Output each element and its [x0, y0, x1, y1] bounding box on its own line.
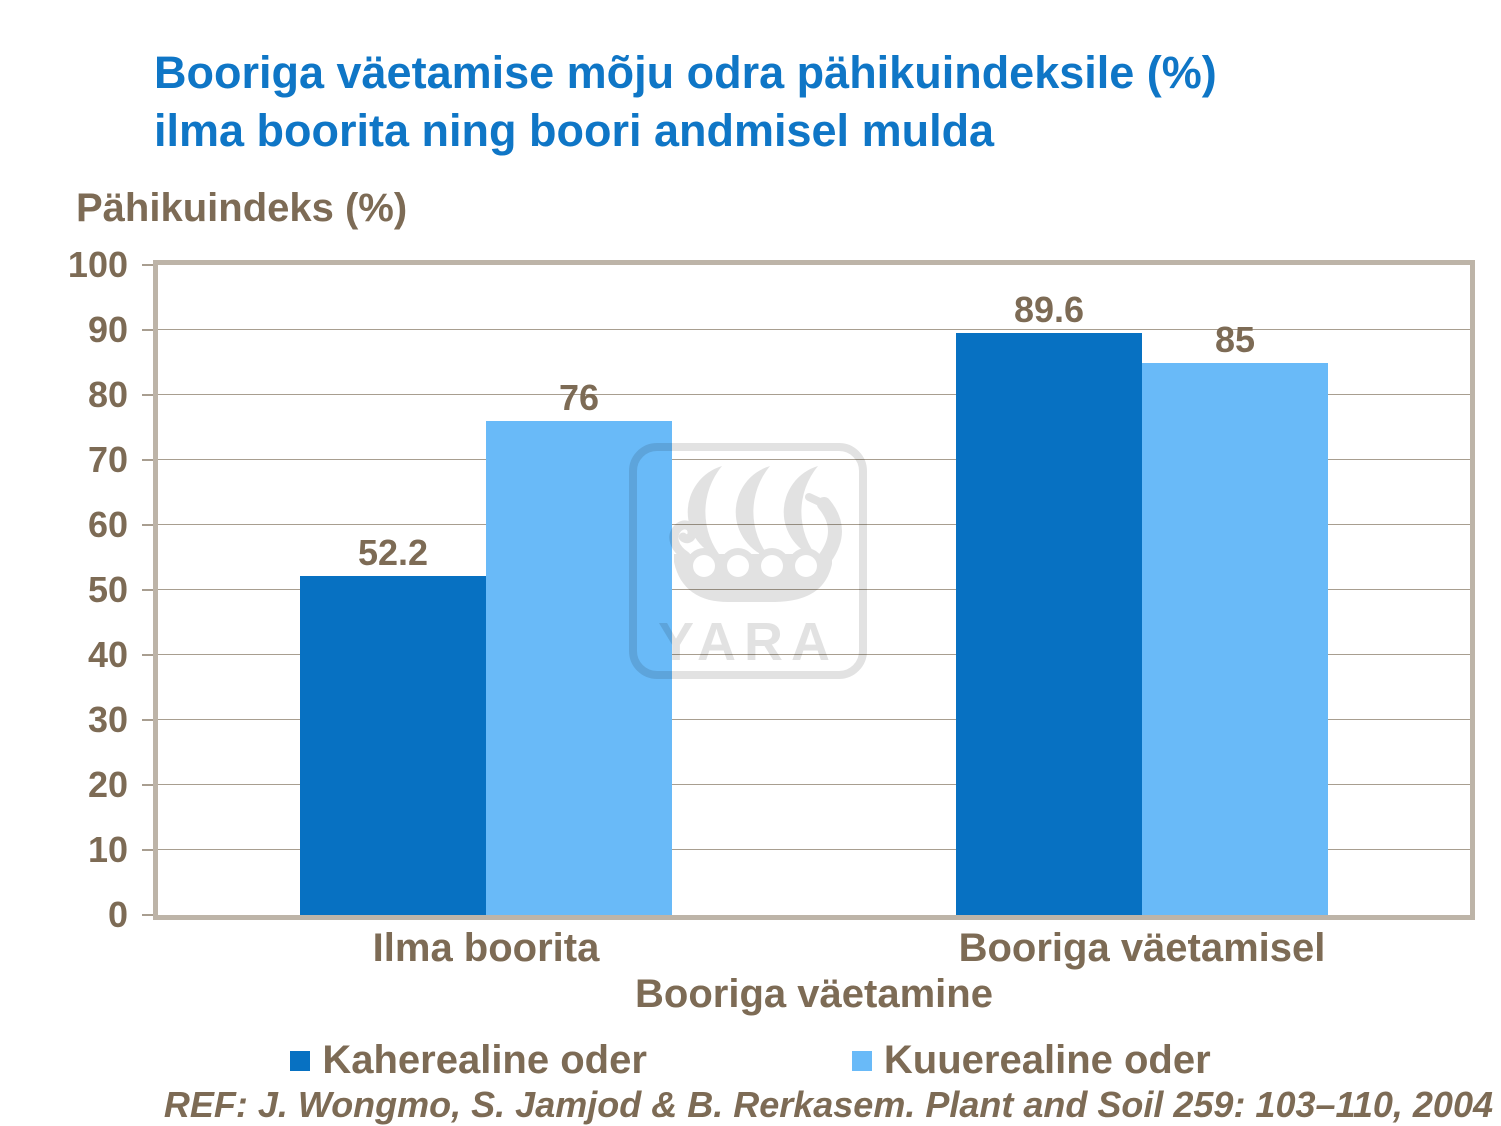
bar-value-label: 85: [1214, 318, 1256, 360]
y-axis-tick: [142, 589, 153, 591]
y-axis-tick: [142, 849, 153, 851]
y-axis-tick: [142, 264, 153, 266]
bar: [486, 421, 672, 915]
gridline: [158, 394, 1470, 395]
yara-logo-frame: [629, 443, 867, 679]
gridline: [158, 589, 1470, 590]
bar: [300, 575, 486, 915]
y-axis-tick-label: 50: [87, 569, 128, 610]
y-axis-tick-label: 90: [87, 309, 128, 350]
y-axis-tick: [142, 329, 153, 331]
chart-title: Booriga väetamise mõju odra pähikuindeks…: [154, 44, 1217, 160]
chart-title-line2: ilma boorita ning boori andmisel mulda: [154, 105, 995, 156]
legend-swatch: [851, 1050, 872, 1071]
legend-label: Kaherealine oder: [322, 1038, 647, 1082]
y-axis-tick: [142, 459, 153, 461]
gridline: [158, 719, 1470, 720]
y-axis-tick: [142, 784, 153, 786]
reference-citation: REF: J. Wongmo, S. Jamjod & B. Rerkasem.…: [163, 1084, 1493, 1125]
gridline: [158, 329, 1470, 330]
y-axis-tick: [142, 914, 153, 916]
plot-area: 0 10 20 30 40 50 60 70 80 90 100 52.2 76 89.6 85: [68, 247, 1475, 933]
bar-value-label: 52.2: [357, 531, 429, 573]
y-axis-tick-label: 10: [87, 829, 128, 870]
y-axis-tick-label: 80: [87, 374, 128, 415]
gridline: [158, 784, 1470, 785]
gridline: [158, 524, 1470, 525]
bar-value-label: 89.6: [1013, 288, 1085, 330]
y-axis-tick-label: 30: [87, 699, 128, 740]
legend-label: Kuuerealine oder: [883, 1038, 1211, 1082]
y-axis-tick-label: 60: [87, 504, 128, 545]
gridline: [158, 459, 1470, 460]
category-label: Booriga väetamisel: [958, 926, 1326, 970]
chart-title-line1: Booriga väetamise mõju odra pähikuindeks…: [154, 47, 1217, 98]
y-axis-tick: [142, 654, 153, 656]
y-axis-tick: [142, 719, 153, 721]
gridline: [158, 849, 1470, 850]
y-axis-tick-label: 40: [87, 634, 128, 675]
legend-item: Kuuerealine oder: [851, 1038, 1211, 1083]
y-axis-tick-label: 100: [67, 244, 128, 285]
y-axis-tick-label: 70: [87, 439, 128, 480]
y-axis-tick: [142, 524, 153, 526]
y-axis-title: Pähikuindeks (%): [76, 186, 408, 230]
legend-item: Kaherealine oder: [290, 1038, 647, 1083]
y-axis-tick: [142, 394, 153, 396]
bar-value-label: 76: [558, 377, 600, 418]
bar: [1142, 362, 1328, 915]
gridline: [158, 654, 1470, 655]
y-axis-tick-label: 0: [107, 894, 128, 935]
category-label: Ilma boorita: [372, 926, 600, 970]
bar: [956, 332, 1142, 915]
legend-swatch: [290, 1050, 311, 1071]
x-axis-title: Booriga väetamine: [635, 972, 993, 1016]
y-axis-tick-label: 20: [87, 764, 128, 805]
yara-logo-text: YARA: [658, 612, 838, 672]
chart-legend: Kaherealine oder Kuuerealine oder: [0, 1038, 1501, 1083]
yara-logo-watermark: YARA: [629, 443, 867, 679]
viking-ship-icon: [669, 466, 842, 602]
